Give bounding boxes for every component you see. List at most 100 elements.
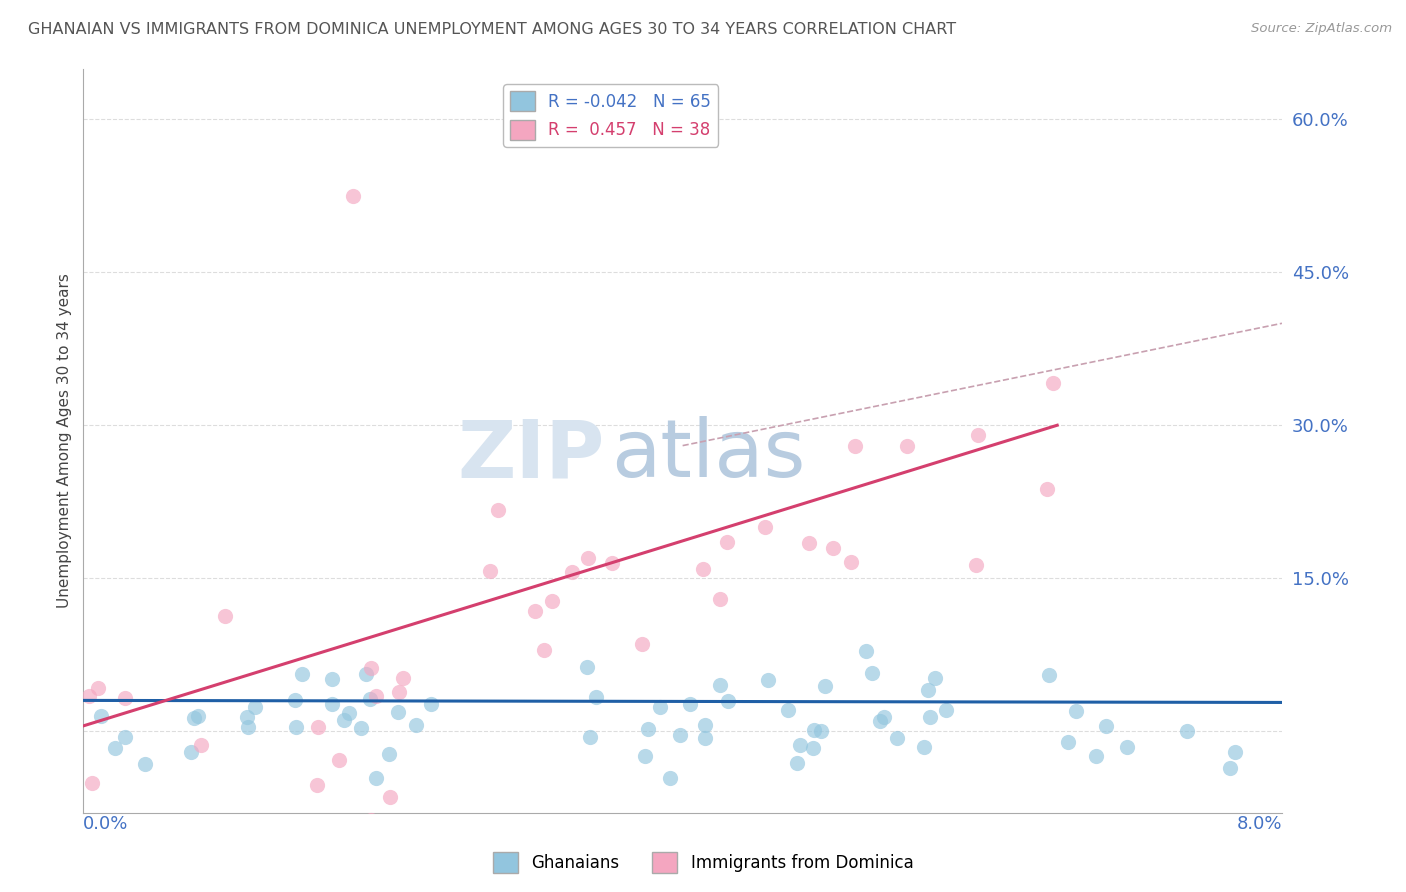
Point xyxy=(354,666,377,681)
Point xyxy=(387,705,409,719)
Point xyxy=(114,690,136,705)
Point xyxy=(1223,745,1246,759)
Point xyxy=(821,541,844,556)
Point xyxy=(284,693,307,707)
Point xyxy=(886,731,908,745)
Point xyxy=(364,771,387,785)
Point xyxy=(754,520,776,534)
Point xyxy=(134,756,156,771)
Point xyxy=(786,756,808,770)
Point xyxy=(693,731,716,746)
Point xyxy=(419,697,441,711)
Point xyxy=(114,730,136,744)
Point xyxy=(1042,376,1064,390)
Point xyxy=(778,703,800,717)
Point xyxy=(634,749,657,764)
Point xyxy=(77,690,100,704)
Point xyxy=(693,718,716,732)
Point xyxy=(533,643,555,657)
Text: ZIP: ZIP xyxy=(457,417,605,494)
Point xyxy=(285,720,308,734)
Point xyxy=(917,682,939,697)
Point xyxy=(1064,704,1087,718)
Point xyxy=(578,551,600,566)
Text: Source: ZipAtlas.com: Source: ZipAtlas.com xyxy=(1251,22,1392,36)
Legend: Ghanaians, Immigrants from Dominica: Ghanaians, Immigrants from Dominica xyxy=(486,846,920,880)
Point xyxy=(321,672,343,686)
Point xyxy=(328,753,350,767)
Point xyxy=(579,730,602,744)
Point xyxy=(360,661,382,675)
Point xyxy=(321,697,343,711)
Point xyxy=(1175,724,1198,739)
Point xyxy=(803,723,825,738)
Point xyxy=(377,747,399,762)
Point xyxy=(585,690,607,705)
Point xyxy=(90,709,112,723)
Point xyxy=(716,535,738,549)
Point xyxy=(364,689,387,703)
Point xyxy=(709,678,731,692)
Point xyxy=(214,608,236,623)
Point xyxy=(342,189,364,203)
Point xyxy=(378,789,401,804)
Point xyxy=(238,720,260,734)
Text: GHANAIAN VS IMMIGRANTS FROM DOMINICA UNEMPLOYMENT AMONG AGES 30 TO 34 YEARS CORR: GHANAIAN VS IMMIGRANTS FROM DOMINICA UNE… xyxy=(28,22,956,37)
Point xyxy=(1095,719,1118,733)
Point xyxy=(966,428,988,442)
Point xyxy=(104,741,127,756)
Point xyxy=(814,679,837,693)
Point xyxy=(797,535,820,549)
Point xyxy=(1084,749,1107,764)
Point xyxy=(307,720,329,734)
Point xyxy=(307,778,329,792)
Point xyxy=(896,439,918,453)
Point xyxy=(236,709,259,723)
Point xyxy=(190,739,212,753)
Point xyxy=(717,694,740,708)
Point xyxy=(631,637,654,651)
Point xyxy=(709,591,731,606)
Point xyxy=(333,713,356,727)
Point xyxy=(1035,482,1057,496)
Point xyxy=(337,706,360,720)
Point xyxy=(1116,739,1139,754)
Point xyxy=(180,745,202,759)
Point xyxy=(844,439,866,453)
Point xyxy=(839,555,862,569)
Point xyxy=(478,564,501,578)
Point xyxy=(679,697,702,711)
Legend: R = -0.042   N = 65, R =  0.457   N = 38: R = -0.042 N = 65, R = 0.457 N = 38 xyxy=(503,84,718,146)
Point xyxy=(540,594,562,608)
Point xyxy=(810,724,832,739)
Point xyxy=(924,671,946,685)
Point xyxy=(1056,735,1078,749)
Point xyxy=(801,741,824,756)
Point xyxy=(965,558,987,572)
Point xyxy=(87,681,110,696)
Point xyxy=(935,703,957,717)
Point xyxy=(187,708,209,723)
Point xyxy=(359,692,381,706)
Point xyxy=(855,644,877,658)
Point xyxy=(637,723,659,737)
Point xyxy=(183,710,205,724)
Point xyxy=(388,685,411,699)
Text: atlas: atlas xyxy=(610,417,806,494)
Point xyxy=(405,718,427,732)
Point xyxy=(918,710,941,724)
Point xyxy=(575,660,598,674)
Point xyxy=(756,673,779,687)
Point xyxy=(360,814,382,828)
Point xyxy=(789,739,811,753)
Point xyxy=(243,699,266,714)
Point xyxy=(1218,761,1240,775)
Point xyxy=(1038,668,1060,682)
Point xyxy=(872,710,894,724)
Point xyxy=(80,776,103,790)
Point xyxy=(869,714,891,729)
Point xyxy=(860,666,883,681)
Point xyxy=(561,565,583,579)
Point xyxy=(523,604,546,618)
Point xyxy=(650,700,672,714)
